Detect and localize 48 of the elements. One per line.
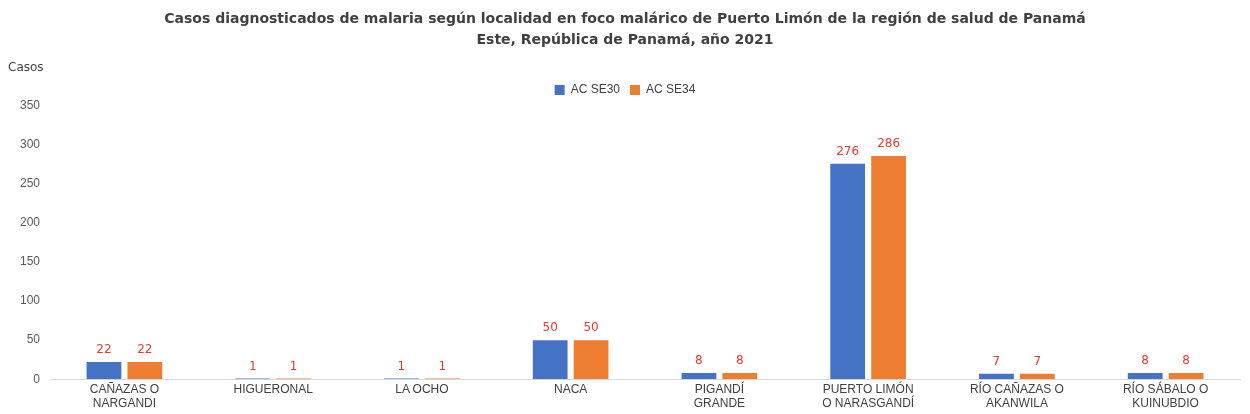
y-tick-label: 250 [19, 176, 41, 191]
data-label: 50 [583, 320, 599, 335]
y-tick-label: 350 [19, 98, 41, 113]
data-label: 7 [992, 353, 1001, 368]
data-label: 1 [289, 358, 298, 373]
data-label: 50 [542, 320, 558, 335]
y-tick-label: 150 [19, 254, 41, 269]
data-label: 8 [736, 353, 744, 368]
bar [871, 155, 906, 380]
bar [86, 362, 122, 380]
data-label: 8 [1182, 353, 1190, 368]
x-tick-label: RÍO CAÑAZAS O AKANWILA [969, 380, 1064, 411]
chart-title: Casos diagnosticados de malaria según localidad en foco malárico de Puerto Limón de la región de salud de Panamá Este, República de Panamá, año 2021 [163, 9, 1087, 49]
bar [830, 163, 866, 380]
x-tick-label: RÍO SÁBALO O KUINUBDIO [1122, 380, 1209, 411]
data-label: 7 [1033, 353, 1042, 368]
x-tick-label: CAÑAZAS O NARGANDI [89, 381, 160, 411]
data-label: 22 [96, 342, 112, 357]
x-tick-label: PUERTO LIMÓN O NARASGANDÍ [822, 380, 915, 411]
data-label: 22 [137, 342, 153, 357]
y-tick-label: 50 [26, 332, 41, 347]
bar [532, 340, 568, 380]
x-tick-label: LA OCHO [395, 381, 449, 396]
data-label: 1 [248, 358, 257, 373]
y-tick-label: 200 [19, 215, 41, 230]
y-tick-label: 300 [19, 137, 41, 152]
x-tick-label: HIGUERONAL [233, 381, 314, 396]
bar [1127, 372, 1163, 380]
bar [681, 372, 717, 380]
data-label: 276 [836, 143, 860, 158]
x-tick-label: NACA [553, 381, 588, 396]
legend-label: AC SE34 [646, 82, 696, 97]
data-label: 8 [695, 353, 703, 368]
bar [1168, 372, 1204, 380]
data-label: 1 [438, 358, 447, 373]
y-axis-title: Casos [8, 60, 44, 74]
data-label: 8 [1141, 353, 1149, 368]
y-tick-label: 0 [33, 371, 41, 386]
bar [722, 372, 758, 380]
data-label: 286 [877, 136, 901, 151]
x-tick-label: PIGANDÍ GRANDE [693, 380, 746, 411]
bar [127, 362, 163, 380]
legend-label: AC SE30 [570, 82, 621, 97]
y-tick-label: 100 [19, 293, 41, 308]
bar [979, 373, 1014, 380]
data-label: 1 [397, 358, 406, 373]
bar [1019, 373, 1055, 380]
bar [573, 340, 609, 380]
